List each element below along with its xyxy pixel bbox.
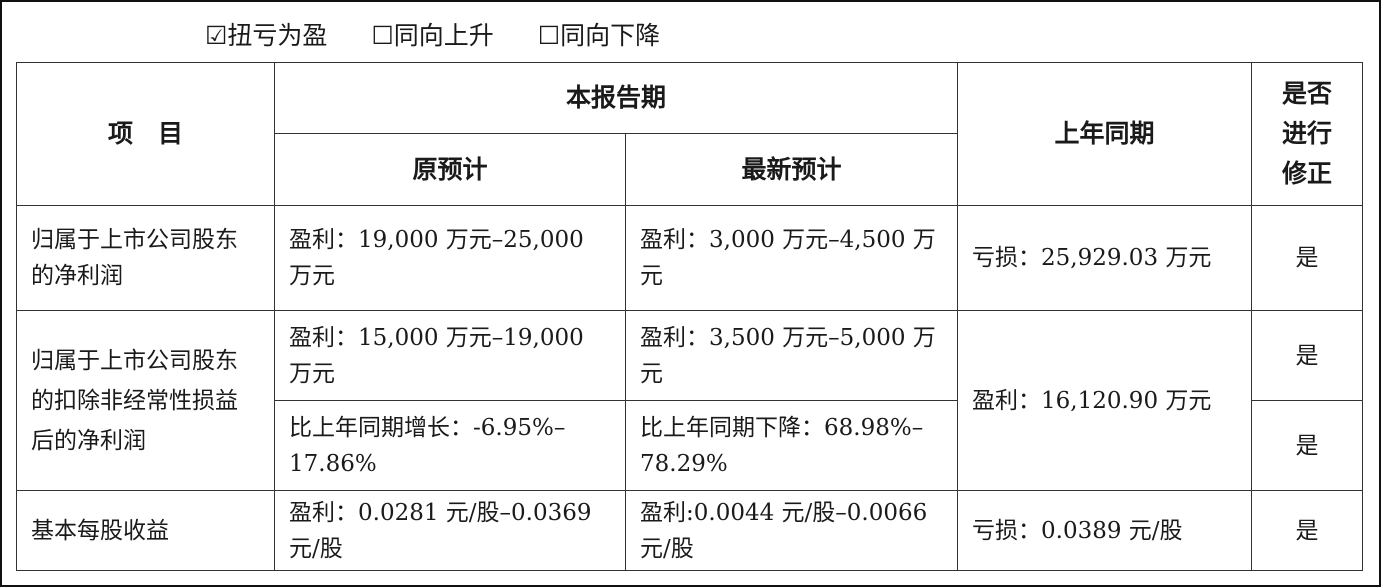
header-last-year: 上年同期 (957, 62, 1253, 206)
row-original: 盈利：15,000 万元–19,000 万元 (274, 310, 626, 401)
table-row: 归属于上市公司股东的扣除非经常性损益后的净利润 盈利：15,000 万元–19,… (16, 310, 1364, 491)
row-latest-change: 比上年同期下降：68.98%–78.29% (624, 400, 959, 491)
table-row: 基本每股收益 盈利：0.0281 元/股–0.0369 元/股 盈利:0.004… (16, 490, 1364, 571)
row-last-year: 亏损：0.0389 元/股 (957, 490, 1253, 571)
header-item: 项 目 (16, 62, 275, 206)
row-item: 基本每股收益 (16, 490, 275, 571)
header-revised: 是否进行修正 (1251, 62, 1364, 206)
forecast-table: 项 目 本报告期 上年同期 是否进行修正 原预计 最新预计 归属于上市公司股东的… (16, 62, 1364, 571)
row-last-year: 亏损：25,929.03 万元 (957, 205, 1253, 311)
row-latest: 盈利:0.0044 元/股–0.0066 元/股 (624, 490, 959, 571)
header-latest-forecast: 最新预计 (624, 133, 959, 206)
row-original: 盈利：19,000 万元–25,000 万元 (274, 205, 626, 311)
row-item: 归属于上市公司股东的扣除非经常性损益后的净利润 (16, 310, 275, 491)
row-revised-change: 是 (1251, 400, 1364, 491)
option-turnaround-checked: ☑扭亏为盈 (205, 21, 328, 50)
header-current-period: 本报告期 (273, 62, 959, 134)
row-original-change: 比上年同期增长：-6.95%–17.86% (274, 400, 626, 491)
option-same-direction-up: ☐同向上升 (371, 21, 494, 50)
table-row: 归属于上市公司股东的净利润 盈利：19,000 万元–25,000 万元 盈利：… (16, 205, 1364, 311)
header-original-forecast: 原预计 (274, 133, 626, 206)
row-latest: 盈利：3,000 万元–4,500 万元 (624, 205, 959, 311)
row-item: 归属于上市公司股东的净利润 (16, 205, 275, 311)
option-same-direction-down: ☐同向下降 (537, 21, 661, 50)
row-revised: 是 (1251, 490, 1364, 571)
row-revised: 是 (1251, 310, 1364, 401)
row-revised: 是 (1251, 205, 1364, 311)
row-last-year: 盈利：16,120.90 万元 (957, 310, 1253, 491)
forecast-type-options: ☑扭亏为盈 ☐同向上升 ☐同向下降 (205, 16, 696, 52)
row-latest: 盈利：3,500 万元–5,000 万元 (624, 310, 959, 401)
row-original: 盈利：0.0281 元/股–0.0369 元/股 (274, 490, 626, 571)
